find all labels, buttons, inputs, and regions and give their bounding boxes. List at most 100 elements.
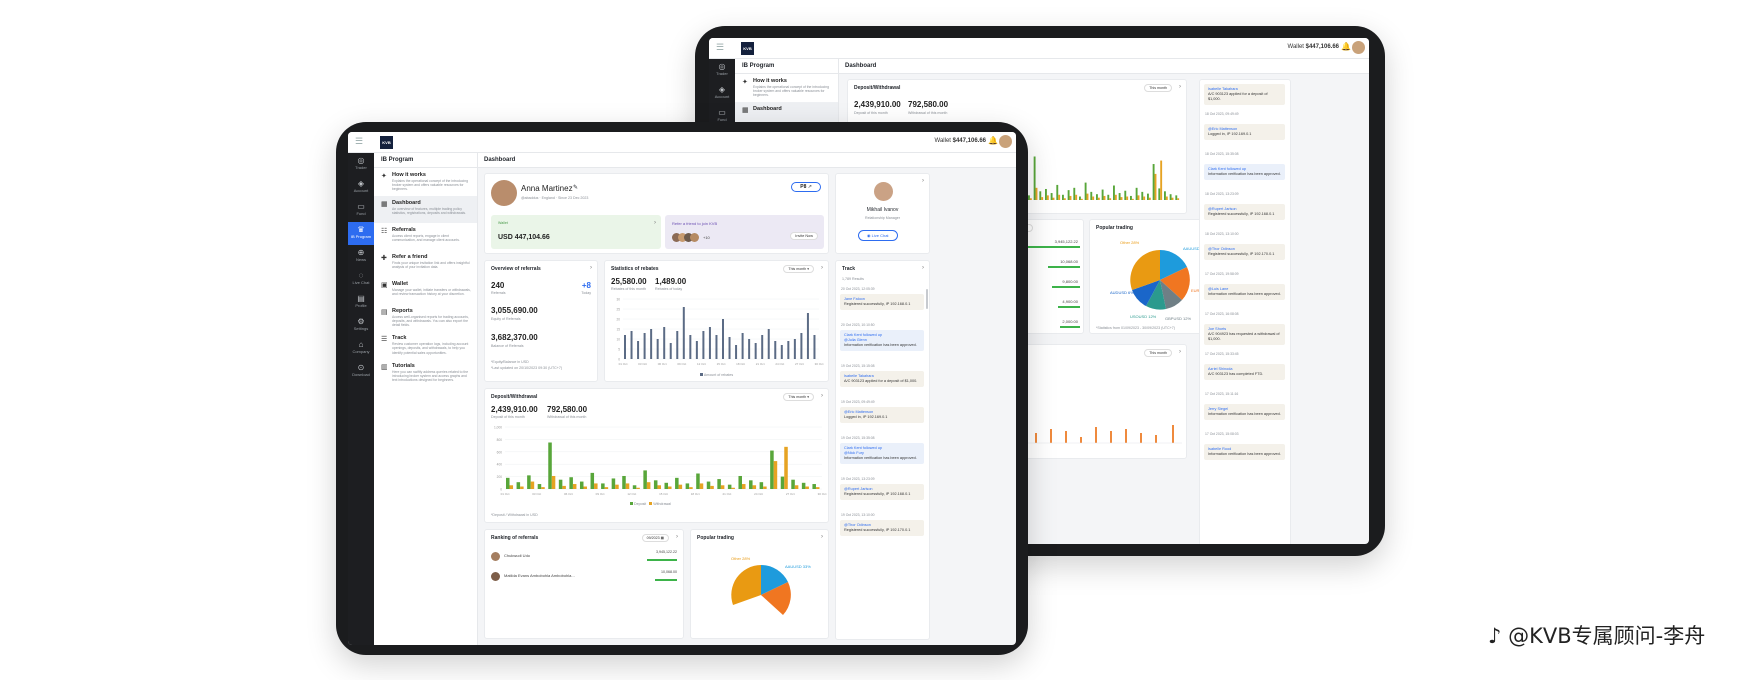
track-item[interactable]: @Rupert Jarlson Registered successfully, … [840, 484, 924, 500]
track-user[interactable]: @Rupert Jarlson [1208, 207, 1237, 211]
edit-icon[interactable]: ✎ [573, 185, 579, 191]
rail-profile[interactable]: ▤ Profile [348, 291, 374, 314]
live-chat-button[interactable]: ◉ Live Chat [858, 230, 898, 241]
month-filter[interactable]: This month [1144, 349, 1172, 357]
rail-ib-program[interactable]: ♛ IB Program [348, 222, 374, 245]
month-filter[interactable]: This month ▾ [783, 265, 814, 273]
track-item[interactable]: Isabelle Rood Information verification ha… [1204, 444, 1285, 460]
track-sub[interactable]: @Julia Glenn [844, 338, 867, 342]
wallet-balance[interactable]: Wallet $447,106.66 [934, 138, 987, 144]
menu-item-how-it-works[interactable]: ✦ How it works Explains the operational co… [735, 74, 838, 102]
track-user[interactable]: Isabelle Rood [1208, 447, 1232, 451]
track-item[interactable]: @Thor Odinson Registered successfully, IP… [840, 520, 924, 536]
chevron-right-icon[interactable]: › [590, 265, 592, 271]
ranking-row[interactable]: Matilda Evans Ambobohla Ambobohla... 10,… [491, 570, 677, 588]
chevron-right-icon[interactable]: › [922, 265, 924, 271]
track-user[interactable]: Isabelle Takahara [1208, 87, 1238, 91]
rail-company[interactable]: ⌂ Company [348, 337, 374, 360]
avatar[interactable] [999, 135, 1012, 148]
refer-count: +10 [703, 235, 710, 240]
avatar[interactable] [1352, 41, 1365, 54]
rail-trader[interactable]: ◎ Trader [348, 153, 374, 176]
deposit-bar [506, 477, 510, 489]
withdraw-bar [1086, 193, 1089, 200]
bell-icon[interactable]: 🔔 [1341, 42, 1351, 51]
track-user[interactable]: @Thor Odinson [1208, 247, 1235, 251]
rail-download[interactable]: ⊙ Download [348, 360, 374, 383]
track-user[interactable]: @Rupert Jarlson [844, 487, 873, 491]
refer-card[interactable]: Refer a friend to join KVB +10 Invite No… [665, 215, 824, 249]
menu-item-track[interactable]: ☰ Track Review customer operation logs, in… [374, 331, 477, 359]
rail-settings[interactable]: ⚙ Settings [348, 314, 374, 337]
chevron-right-icon[interactable]: › [821, 393, 823, 399]
rail-trader[interactable]: ◎ Trader [709, 59, 735, 82]
track-sub[interactable]: @Nick Fury [844, 451, 864, 455]
menu-item-how-it-works[interactable]: ✦ How it works Explains the operational co… [374, 168, 477, 196]
track-item[interactable]: Isabelle Takahara A/C 903123 applied for … [840, 371, 924, 387]
chevron-right-icon[interactable]: › [676, 534, 678, 540]
level-badge[interactable]: P8 ↗ [791, 182, 821, 192]
rail-account[interactable]: ◈ Account [709, 82, 735, 105]
track-user[interactable]: @Luis Lane [1208, 287, 1229, 291]
track-item[interactable]: Clark Kent followed up @Julia Glenn Inform… [840, 330, 924, 351]
track-user[interactable]: @Thor Odinson [844, 523, 871, 527]
chevron-right-icon[interactable]: › [1179, 349, 1181, 355]
track-user[interactable]: @Eric Mattenson [844, 410, 874, 414]
bell-icon[interactable]: 🔔 [988, 136, 998, 145]
track-item[interactable]: Isabelle Takahara A/C 903123 applied for … [1204, 84, 1285, 105]
menu-item-wallet[interactable]: ▣ Wallet Manage your wallet, initiate tran… [374, 277, 477, 304]
track-item[interactable]: @Luis Lane Information verification has b… [1204, 284, 1285, 300]
track-user[interactable]: @Eric Mattenson [1208, 127, 1238, 131]
track-user[interactable]: Isabelle Takahara [844, 374, 874, 378]
profile-meta: @abaddus · England · Since 23 Dec 2023 [521, 196, 589, 200]
track-item[interactable]: @Eric Mattenson Logged in, IP 192.169.0.1 [1204, 124, 1285, 140]
track-user[interactable]: Azriel Shinoda [1208, 367, 1233, 371]
menu-item-refer-a-friend[interactable]: ✚ Refer a friend Finds your unique invitat… [374, 250, 477, 277]
track-item[interactable]: @Thor Odinson Registered successfully, IP… [1204, 244, 1285, 260]
chevron-right-icon[interactable]: › [821, 534, 823, 540]
menu-item-dashboard[interactable]: ▦ Dashboard An overview of features, multi… [374, 195, 477, 223]
rail-news[interactable]: ⊕ News [348, 245, 374, 268]
chevron-right-icon[interactable]: › [1179, 84, 1181, 90]
menu-icon[interactable]: ☰ [355, 136, 364, 146]
rail-fund[interactable]: ▭ Fund [348, 199, 374, 222]
chevron-right-icon[interactable]: › [922, 178, 924, 184]
track-item[interactable]: Clark Kent followed up @Nick Fury Informat… [840, 443, 924, 464]
chevron-right-icon[interactable]: › [821, 265, 823, 271]
y-tick-label: 5 [618, 348, 620, 352]
rail-fund[interactable]: ▭ Fund [709, 105, 735, 128]
track-item[interactable]: @Rupert Jarlson Registered successfully, … [1204, 204, 1285, 220]
track-user[interactable]: Clark Kent followed up [844, 446, 882, 450]
track-item[interactable]: Jerry Siegel Information verification has… [1204, 404, 1285, 420]
menu-label: Tutorials [392, 362, 415, 369]
invite-now-button[interactable]: Invite Now [790, 232, 818, 240]
track-user[interactable]: Clark Kent followed up [844, 333, 882, 337]
scrollbar[interactable] [926, 289, 928, 309]
rail-account[interactable]: ◈ Account [348, 176, 374, 199]
menu-item-reports[interactable]: ▤ Reports Access well-organised reports fo… [374, 304, 477, 332]
month-filter[interactable]: This month ▾ [783, 393, 814, 401]
track-user[interactable]: Jane Faloon [844, 297, 865, 301]
rebate-bar [650, 329, 653, 359]
menu-label: Referrals [392, 226, 416, 233]
wallet-balance[interactable]: Wallet $447,106.66 [1287, 44, 1340, 50]
month-filter[interactable]: This month [1144, 84, 1172, 92]
card-title: Popular trading [1096, 225, 1133, 231]
track-user[interactable]: Clark Kent followed up [1208, 167, 1246, 171]
wallet-card[interactable]: Wallet USD 447,104.66 › [491, 215, 661, 249]
date-filter[interactable]: 09/2023 ▦ [641, 534, 669, 542]
track-user[interactable]: Joe Shorts [1208, 327, 1227, 331]
track-item[interactable]: @Eric Mattenson Logged in, IP 192.169.0.1 [840, 407, 924, 423]
track-user[interactable]: Jerry Siegel [1208, 407, 1229, 411]
rail-live-chat[interactable]: ◌ Live Chat [348, 268, 374, 291]
menu-item-tutorials[interactable]: ▥ Tutorials Here you can swiftly address q… [374, 359, 477, 387]
menu-item-referrals[interactable]: ☷ Referrals Access client reports, engage … [374, 223, 477, 250]
ranking-row[interactable]: Chukwudi Udo 3,945,122.22 [491, 550, 677, 568]
track-item[interactable]: Joe Shorts A/C 904923 has requested a wit… [1204, 324, 1285, 345]
track-item[interactable]: Azriel Shinoda A/C 903123 has completed F… [1204, 364, 1285, 380]
track-item[interactable]: Jane Faloon Registered successfully, IP 1… [840, 294, 924, 310]
track-item[interactable]: Clark Kent followed up Information verifi… [1204, 164, 1285, 180]
menu-icon[interactable]: ☰ [716, 42, 725, 52]
x-tick-label: 15 Oct [659, 492, 668, 496]
deposit-chart: 1,000 800 600 400 200 001 Oct 03 Oct 06 Oct 09 O… [494, 426, 827, 497]
